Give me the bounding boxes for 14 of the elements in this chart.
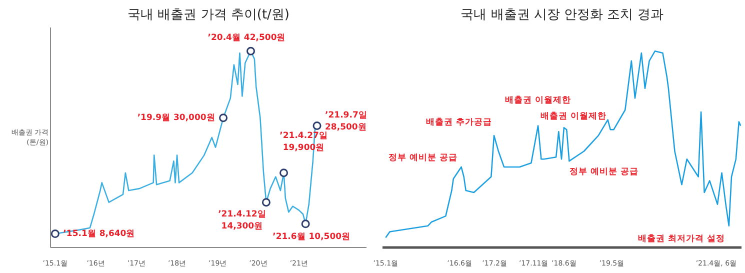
- annotation: ’20.4월 42,500원: [208, 33, 286, 44]
- annotation: 정부 예비분 공급: [570, 167, 638, 178]
- chart-title: 국내 배출권 시장 안정화 조치 경과: [460, 8, 664, 22]
- annotation: 배출권 추가공급: [426, 116, 492, 128]
- chart-title: 국내 배출권 가격 추이(t/원): [127, 8, 290, 22]
- annotation: 배출권 이월제한: [505, 94, 572, 106]
- annotation: ’21.6월 10,500원: [272, 232, 351, 242]
- annotation: ’19.9월 30,000원: [137, 112, 216, 123]
- annotation: ’21.4.12일 14,300원: [218, 209, 266, 232]
- annotation: 배출권 최저가격 설정: [638, 232, 725, 244]
- annotation: ’15.1월 8,640원: [63, 228, 136, 239]
- annotation: 정부 예비분 공급: [388, 152, 458, 163]
- annotation: 배출권 이월제한: [540, 110, 606, 122]
- annotation: ’21.9.7일 28,500원: [325, 110, 368, 133]
